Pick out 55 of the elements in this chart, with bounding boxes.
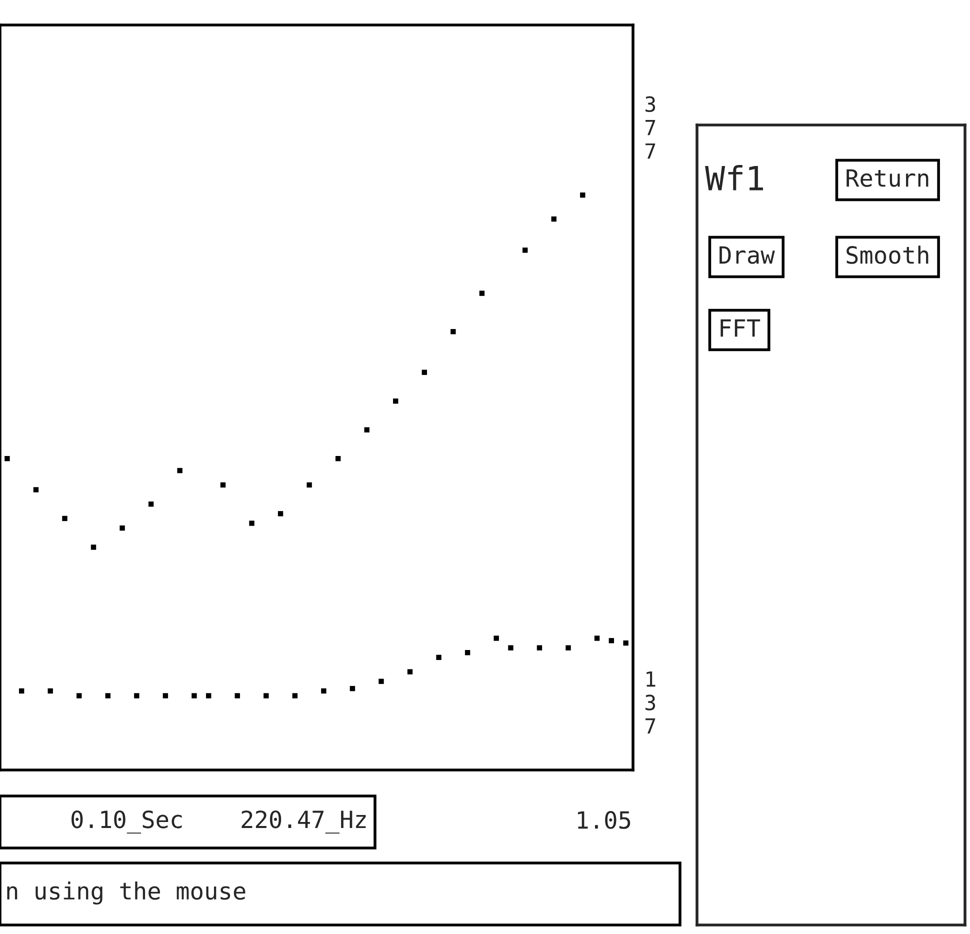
point [551,216,556,222]
point [479,290,485,296]
point [206,693,212,698]
point [407,669,413,674]
point [566,645,571,650]
point [364,427,370,432]
point [464,650,470,656]
point [580,192,586,198]
point [594,636,600,641]
point [350,686,356,692]
point [378,678,384,684]
point [162,693,168,698]
y-tick-label: 377 [646,96,656,159]
point [192,693,197,698]
point [264,693,269,698]
point [623,640,628,646]
point [120,525,125,531]
point [76,693,82,698]
point [335,456,341,462]
y-tick-label: 137 [646,671,656,734]
point [536,645,542,650]
text: Wf1 [705,164,763,190]
point [33,487,39,492]
point [306,482,312,488]
point [177,468,182,474]
point [249,520,254,526]
text: Return [846,169,928,187]
point [48,688,53,694]
point [292,693,298,698]
point [62,516,68,522]
text: FFT [720,319,760,337]
point [522,248,528,253]
point [393,398,398,404]
point [494,636,499,641]
point [450,329,456,334]
point [105,693,110,698]
point [278,511,284,516]
point [508,645,514,650]
text: 0.10_Sec [72,810,182,834]
point [321,688,326,694]
point [148,502,154,507]
text: Smooth [846,246,928,264]
point [422,370,427,375]
point [134,693,140,698]
text: Draw [720,246,775,264]
point [234,693,240,698]
point [18,688,24,694]
text: n using the mouse [7,881,246,905]
point [90,544,96,550]
point [220,482,226,488]
point [608,638,614,644]
text: 1.05 [578,811,630,829]
text: 220.47_Hz [242,810,366,834]
point [4,456,10,462]
point [436,654,442,660]
